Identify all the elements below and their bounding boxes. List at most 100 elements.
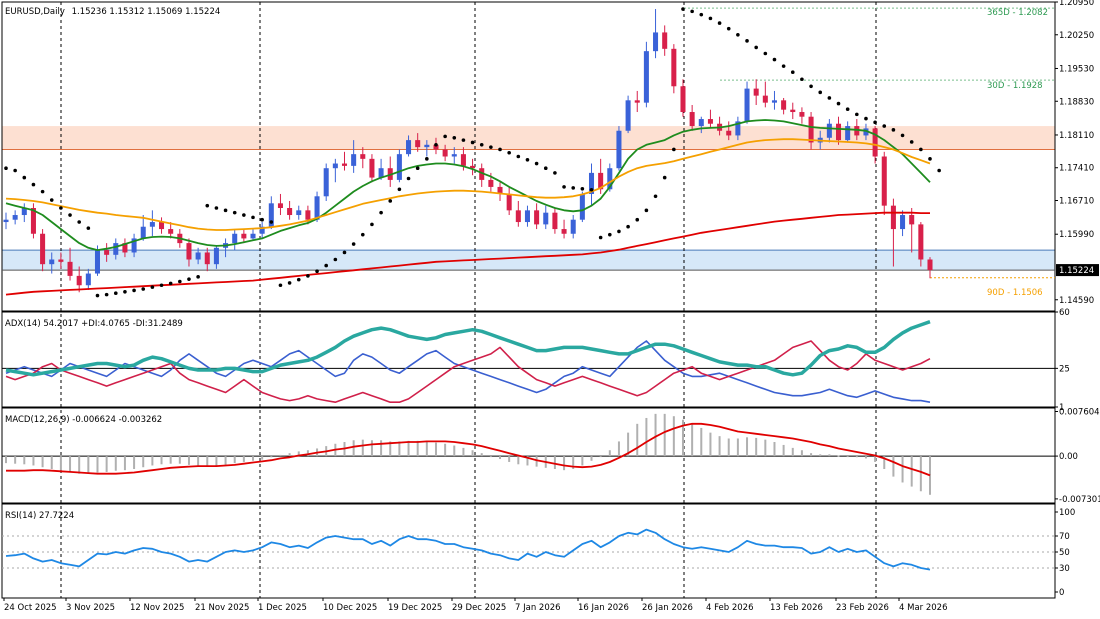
macd-histogram-bar (645, 417, 648, 457)
price-tick-label: 1.18830 (1059, 97, 1094, 107)
psar-dot (379, 210, 383, 215)
candle-body (76, 275, 82, 286)
candle-body (424, 144, 430, 148)
candle-body (204, 252, 210, 265)
candle-body (415, 140, 421, 148)
macd-histogram-bar (709, 432, 712, 457)
psar-dot (159, 283, 164, 288)
date-label: 4 Feb 2026 (706, 603, 754, 613)
macd-histogram-bar (160, 456, 163, 465)
psar-dot (178, 279, 182, 284)
ma365-label: 365D - 1.2082 (987, 8, 1048, 18)
adx-panel-border (1, 311, 1056, 408)
candle-body (588, 172, 595, 194)
candle-body (598, 172, 604, 190)
psar-dot (571, 186, 576, 190)
macd-panel-border (1, 407, 1056, 504)
macd-histogram-bar (489, 456, 492, 458)
date-label: 24 Oct 2025 (4, 603, 57, 613)
psar-dot (251, 215, 255, 220)
date-label: 16 Jan 2026 (578, 603, 629, 613)
rsi-panel-border (1, 503, 1056, 599)
psar-dot (397, 187, 402, 192)
candle-body (735, 121, 741, 136)
psar-dot (77, 220, 81, 224)
macd-histogram-bar (288, 453, 291, 457)
macd-histogram-bar (608, 450, 611, 457)
candle-body (799, 112, 805, 117)
candle-body (653, 32, 659, 52)
zone-backgrounds (2, 126, 1055, 271)
macd-histogram-bar (133, 456, 136, 469)
adx-panel (2, 320, 1055, 404)
candle-body (360, 154, 366, 159)
macd-histogram-bar (517, 456, 520, 465)
macd-histogram-bar (197, 456, 200, 466)
psar-dot (891, 128, 896, 132)
macd-histogram-bar (746, 437, 749, 457)
macd-tick-label: 0.00 (1059, 452, 1078, 462)
candle-body (12, 215, 18, 220)
psar-dot (507, 150, 511, 155)
macd-histogram-bar (755, 437, 758, 457)
psar-dot (635, 217, 640, 222)
macd-histogram-bar (636, 423, 639, 457)
psar-dot (260, 217, 264, 222)
macd-histogram-bar (919, 456, 922, 492)
macd-histogram-bar (279, 454, 282, 457)
psar-dot (315, 269, 319, 274)
macd-histogram-bar (361, 439, 364, 457)
macd-histogram-bar (215, 456, 218, 467)
macd-histogram-bar (791, 447, 794, 457)
price-panel (3, 7, 941, 298)
psar-dot (608, 232, 612, 237)
macd-histogram-bar (87, 456, 90, 474)
grid-and-separators (1, 1, 1056, 599)
macd-histogram-bar (352, 440, 355, 457)
psar-dot (745, 39, 749, 43)
candle-body (726, 130, 732, 136)
candle-body (277, 203, 283, 208)
macd-histogram-bar (773, 442, 776, 457)
macd-histogram-bar (819, 454, 822, 457)
candle-body (94, 250, 101, 274)
psar-dot (113, 291, 118, 296)
macd-histogram-bar (142, 456, 145, 468)
price-tick-label: 1.18110 (1059, 131, 1094, 141)
psar-dot (434, 142, 438, 147)
candle-body (296, 210, 302, 216)
rsi-panel (2, 528, 1055, 571)
candle-body (470, 165, 476, 169)
candle-body (241, 233, 247, 239)
psar-dot (525, 157, 530, 162)
candle-body (872, 128, 878, 157)
candle-body (863, 128, 869, 136)
adx-tick-label: 60 (1059, 308, 1070, 318)
date-label: 23 Feb 2026 (836, 603, 889, 613)
macd-histogram-bar (800, 450, 803, 457)
candle-body (625, 100, 631, 131)
candle-body (85, 273, 91, 286)
candle-body (168, 229, 174, 234)
psar-dot (168, 281, 173, 286)
psar-dot (31, 182, 36, 187)
psar-dot (4, 166, 8, 171)
macd-histogram-bar (297, 451, 300, 457)
candle-body (826, 123, 832, 138)
candle-body (341, 163, 348, 166)
macd-histogram-bar (810, 453, 813, 457)
macd-histogram-bar (370, 440, 373, 457)
macd-histogram-bar (929, 456, 931, 495)
candle-body (351, 154, 357, 166)
axes: 1.20950 1.20250 1.19530 1.18830 1.18110 1.174… (3, 0, 1100, 613)
psar-dot (59, 206, 63, 210)
psar-dot (498, 147, 502, 152)
psar-dot (324, 263, 328, 268)
candle-body (451, 154, 457, 157)
macd-histogram-bar (590, 456, 593, 461)
candle-body (689, 112, 695, 127)
candle-body (524, 210, 530, 223)
candle-body (442, 149, 448, 157)
macd-histogram-bar (380, 440, 383, 457)
candle-body (680, 86, 686, 113)
